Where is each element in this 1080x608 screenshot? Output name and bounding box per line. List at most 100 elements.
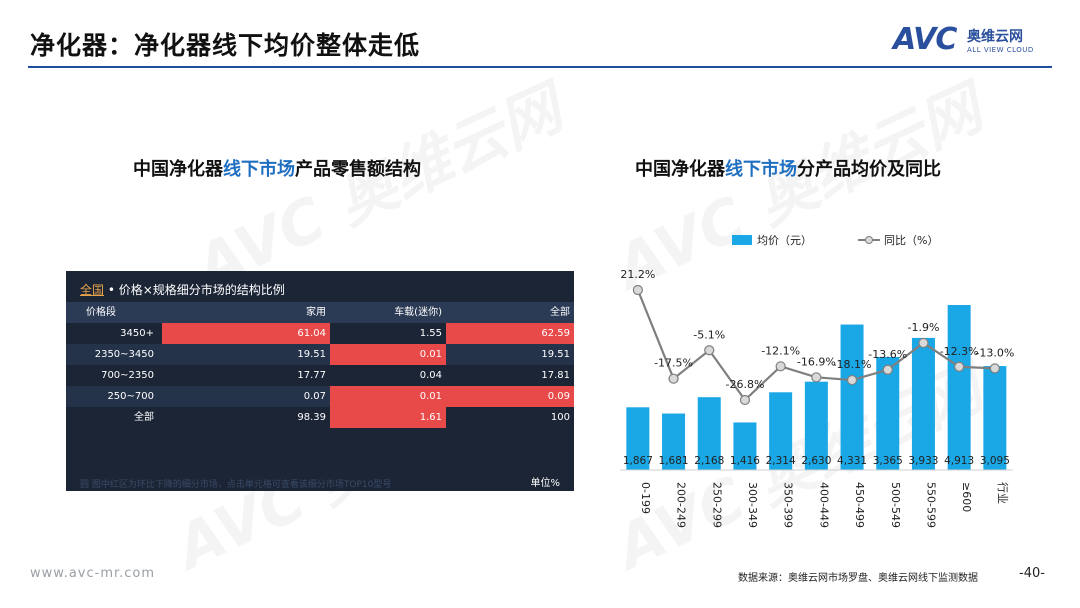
growth-label: -5.1% bbox=[693, 328, 725, 341]
growth-point bbox=[739, 394, 751, 406]
panel-title-text: • 价格×规格细分市场的结构比例 bbox=[104, 283, 285, 297]
x-tick-label: 0-199 bbox=[639, 482, 652, 514]
bar-value-label: 4,913 bbox=[944, 455, 974, 467]
bar bbox=[840, 324, 864, 470]
table-header-cell: 车载(迷你) bbox=[394, 307, 442, 318]
growth-label: -13.0% bbox=[975, 346, 1014, 359]
table-cell[interactable]: 19.51 bbox=[541, 349, 570, 360]
table-cell: 3450+ bbox=[120, 328, 154, 339]
legend-bar-swatch bbox=[732, 235, 752, 245]
bar bbox=[804, 381, 828, 470]
footer-url[interactable]: www.avc-mr.com bbox=[30, 566, 156, 581]
growth-point bbox=[882, 364, 893, 375]
x-tick-label: ≥600 bbox=[960, 482, 973, 512]
bar bbox=[662, 413, 686, 470]
bar-value-label: 2,168 bbox=[694, 455, 724, 467]
growth-label: 21.2% bbox=[620, 268, 655, 281]
left-title-pre: 中国净化器 bbox=[133, 159, 223, 180]
left-section-title: 中国净化器线下市场产品零售额结构 bbox=[133, 155, 421, 181]
bar bbox=[947, 305, 971, 470]
table-header-row: 价格段 家用 车载(迷你) 全部 bbox=[66, 302, 574, 323]
table-cell[interactable]: 1.55 bbox=[419, 328, 442, 339]
growth-point bbox=[668, 373, 679, 384]
footer-source: 数据来源：奥维云网市场罗盘、奥维云网线下监测数据 bbox=[738, 573, 978, 584]
growth-point bbox=[811, 372, 822, 383]
growth-label: -18.1% bbox=[833, 358, 872, 371]
table-row: 全部 98.39 1.61 100 bbox=[66, 407, 574, 428]
bar-value-label: 4,331 bbox=[837, 455, 867, 467]
table-cell[interactable]: 98.39 bbox=[297, 412, 326, 423]
bar bbox=[876, 356, 900, 470]
region-link[interactable]: 全国 bbox=[80, 283, 105, 297]
growth-label: -1.9% bbox=[907, 321, 939, 334]
right-title-post: 分产品均价及同比 bbox=[797, 159, 941, 180]
bar bbox=[626, 407, 650, 470]
table-header-cell: 价格段 bbox=[86, 307, 116, 318]
table-row: 3450+ 61.04 1.55 62.59 bbox=[66, 323, 574, 344]
x-tick-label: 350-399 bbox=[782, 482, 795, 528]
table-cell[interactable]: 1.61 bbox=[330, 407, 446, 428]
structure-panel: 全国 • 价格×规格细分市场的结构比例 价格段 家用 车载(迷你) 全部 3450+ 61… bbox=[66, 271, 574, 491]
table-cell[interactable]: 17.77 bbox=[297, 370, 326, 381]
x-tick-label: 550-599 bbox=[924, 482, 937, 528]
left-title-highlight: 线下市场 bbox=[223, 159, 295, 180]
growth-point bbox=[954, 361, 965, 372]
right-title-highlight: 线下市场 bbox=[725, 159, 797, 180]
table-cell: 250~700 bbox=[107, 391, 154, 402]
panel-title: 全国 • 价格×规格细分市场的结构比例 bbox=[80, 281, 285, 298]
header-divider bbox=[28, 66, 1052, 68]
table-cell[interactable]: 0.09 bbox=[446, 386, 574, 407]
table-row: 700~2350 17.77 0.04 17.81 bbox=[66, 365, 574, 386]
x-tick-label: 行业 bbox=[996, 482, 1009, 504]
bar bbox=[769, 392, 793, 470]
avg-price-chart: 均价（元） 同比（%） 1,867 0-199 1,681 200-249 2,168 250… bbox=[620, 234, 1014, 528]
table-cell[interactable]: 100 bbox=[550, 412, 570, 423]
bar-value-label: 1,867 bbox=[623, 455, 653, 467]
bar-value-label: 2,630 bbox=[801, 455, 831, 467]
bar bbox=[697, 397, 721, 470]
panel-unit: 单位% bbox=[530, 478, 560, 489]
growth-point bbox=[989, 363, 1000, 374]
table-cell[interactable]: 0.01 bbox=[330, 344, 446, 365]
x-tick-label: 250-299 bbox=[710, 482, 723, 528]
table-cell: 全部 bbox=[134, 412, 154, 423]
growth-label: -16.9% bbox=[797, 355, 836, 368]
bar-value-label: 1,416 bbox=[730, 455, 760, 467]
bar-value-label: 2,314 bbox=[766, 455, 796, 467]
page-title: 净化器：净化器线下均价整体走低 bbox=[30, 31, 421, 60]
logo-mark: AVC bbox=[893, 22, 957, 57]
panel-hint: 圆 图中红区为环比下降的细分市场，点击单元格可查看该细分市场TOP10型号 bbox=[80, 480, 392, 490]
table-cell: 700~2350 bbox=[101, 370, 154, 381]
bar-value-label: 3,933 bbox=[908, 455, 938, 467]
table-cell[interactable]: 0.01 bbox=[330, 386, 446, 407]
bar bbox=[983, 366, 1007, 470]
left-title-post: 产品零售额结构 bbox=[295, 159, 421, 180]
table-cell[interactable]: 0.07 bbox=[303, 391, 326, 402]
bar-value-label: 3,095 bbox=[980, 455, 1010, 467]
logo-en-text: ALL VIEW CLOUD bbox=[967, 46, 1034, 54]
x-tick-label: 500-549 bbox=[889, 482, 902, 528]
right-title-pre: 中国净化器 bbox=[635, 159, 725, 180]
table-header-cell: 家用 bbox=[306, 307, 326, 318]
growth-point bbox=[704, 345, 715, 356]
growth-label: -17.5% bbox=[654, 357, 693, 370]
table-cell[interactable]: 19.51 bbox=[297, 349, 326, 360]
growth-label: -26.8% bbox=[725, 378, 764, 391]
legend-line-label: 同比（%） bbox=[884, 234, 938, 247]
avc-logo: AVC 奥维云网 ALL VIEW CLOUD bbox=[893, 22, 1063, 62]
growth-label: -12.1% bbox=[761, 344, 800, 357]
x-tick-label: 300-349 bbox=[746, 482, 759, 528]
table-row: 2350~3450 19.51 0.01 19.51 bbox=[66, 344, 574, 365]
bar-value-label: 3,365 bbox=[873, 455, 903, 467]
bar-value-label: 1,681 bbox=[659, 455, 689, 467]
table-cell[interactable]: 17.81 bbox=[541, 370, 570, 381]
growth-point bbox=[918, 337, 929, 349]
page-number: -40- bbox=[1019, 566, 1045, 581]
table-cell[interactable]: 62.59 bbox=[446, 323, 574, 344]
table-cell[interactable]: 0.04 bbox=[419, 370, 442, 381]
watermark: AVC 奥维云网 bbox=[185, 73, 573, 304]
legend-bar-label: 均价（元） bbox=[757, 234, 812, 247]
table-header-cell: 全部 bbox=[550, 307, 570, 318]
x-tick-label: 450-499 bbox=[853, 482, 866, 528]
table-cell[interactable]: 61.04 bbox=[162, 323, 330, 344]
